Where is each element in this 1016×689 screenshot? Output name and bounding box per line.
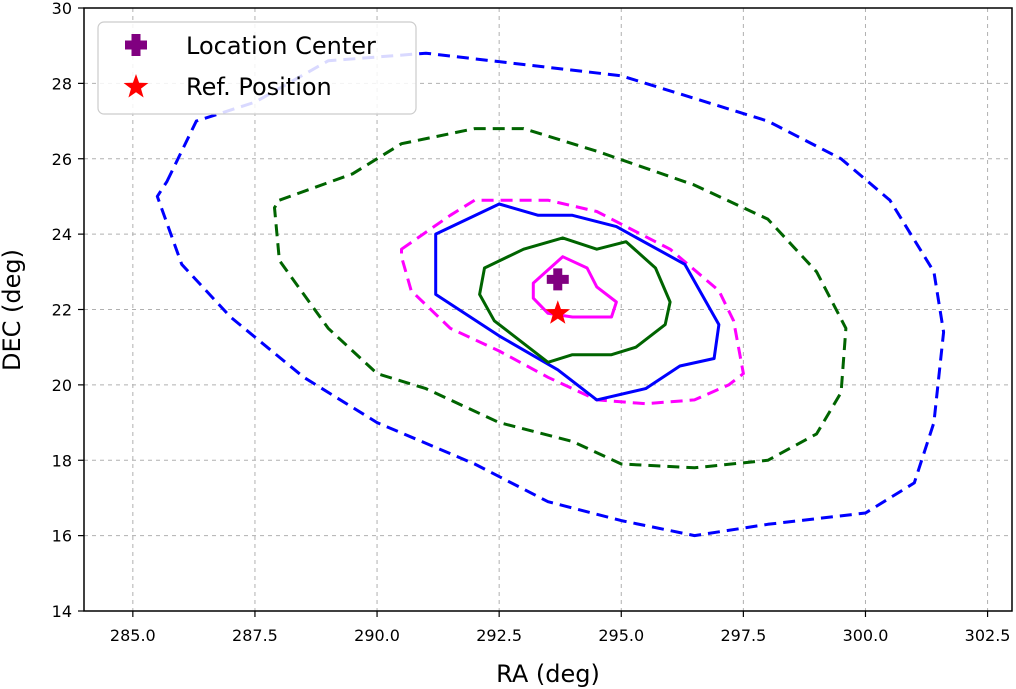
y-tick-label: 28 (52, 74, 72, 93)
y-tick-label: 20 (52, 376, 72, 395)
y-tick-label: 30 (52, 0, 72, 18)
x-tick-label: 285.0 (110, 626, 156, 645)
y-axis-label: DEC (deg) (0, 249, 26, 371)
marker-points (545, 268, 571, 324)
x-tick-label: 292.5 (476, 626, 522, 645)
legend: Location Center Ref. Position (97, 21, 417, 115)
x-axis-label: RA (deg) (496, 660, 600, 688)
y-tick-label: 26 (52, 150, 72, 169)
y-tick-label: 22 (52, 301, 72, 320)
plus-icon (125, 34, 147, 56)
x-tick-label: 295.0 (598, 626, 644, 645)
legend-location-center-marker (125, 34, 147, 56)
legend-ref-position-marker (123, 74, 149, 98)
x-tick-label: 300.0 (843, 626, 889, 645)
star-icon (123, 74, 149, 98)
legend-ref-position-label: Ref. Position (186, 73, 332, 101)
contour-solid-3 (434, 202, 721, 402)
y-ticks: 14 16 18 20 22 24 26 28 30 (52, 0, 84, 621)
y-tick-label: 18 (52, 451, 72, 470)
x-tick-label: 287.5 (232, 626, 278, 645)
ref-position-marker (545, 300, 571, 324)
contour-series (155, 51, 946, 538)
x-tick-label: 290.0 (354, 626, 400, 645)
legend-location-center-label: Location Center (186, 32, 376, 60)
x-tick-label: 297.5 (720, 626, 766, 645)
contour-solid-5 (531, 255, 618, 319)
y-tick-label: 16 (52, 527, 72, 546)
contour-dashed-0 (155, 51, 946, 538)
x-tick-label: 302.5 (965, 626, 1011, 645)
contour-solid-4 (478, 236, 672, 364)
y-tick-label: 14 (52, 602, 72, 621)
legend-box (97, 21, 417, 115)
x-ticks: 285.0 287.5 290.0 292.5 295.0 297.5 300.0 302.5 (110, 611, 1011, 645)
contour-dashed-1 (273, 127, 848, 470)
contour-dashed-2 (400, 198, 745, 406)
y-tick-label: 24 (52, 225, 72, 244)
location-center-marker (546, 268, 569, 291)
